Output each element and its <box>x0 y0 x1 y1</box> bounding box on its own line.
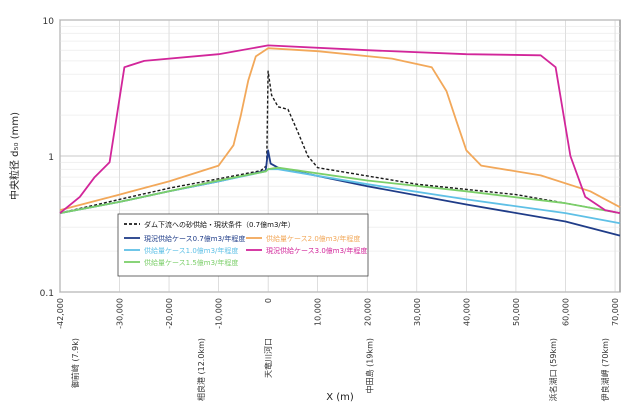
place-label: 伊良湖岬 (70km) <box>600 338 610 401</box>
x-axis-label: X (m) <box>326 392 354 403</box>
legend-label: 現況供給ケース3.0億m3/年程度 <box>266 246 367 255</box>
x-tick-label: 40,000 <box>462 298 471 326</box>
place-label: 浜名湖口 (59km) <box>548 338 558 401</box>
x-tick-label: 10,000 <box>314 298 323 326</box>
axis-layer: -42,000 -30,000 -20,000 -10,000 0 10,000 20,00… <box>40 17 620 401</box>
x-tick-label: 60,000 <box>561 298 570 326</box>
place-label: 御前崎 (7.9k) <box>70 338 80 388</box>
x-tick-label: -30,000 <box>115 298 124 329</box>
x-tick-label: -42,000 <box>56 298 65 329</box>
x-tick-label: 70,000 <box>611 298 620 326</box>
y-axis-label: 中央粒径 d₅₀ (mm) <box>8 112 21 200</box>
legend-label: 供給量ケース1.0億m3/年程度 <box>144 246 238 255</box>
legend: ダム下流への砂供給・現状条件（0.7億m3/年） 現況供給ケース0.7億m3/年程… <box>117 213 369 277</box>
series-line-4 <box>59 166 621 214</box>
series-line-5 <box>59 47 621 211</box>
y-tick-label: 1 <box>48 153 54 163</box>
series-line-6 <box>59 44 621 214</box>
place-label: 中田島 (19km) <box>365 338 375 393</box>
x-tick-label: 30,000 <box>413 298 422 326</box>
legend-label: 現況供給ケース0.7億m3/年程度 <box>144 234 245 243</box>
x-tick-label: 50,000 <box>512 298 521 326</box>
x-tick-label: 0 <box>264 298 273 303</box>
legend-label: 供給量ケース2.0億m3/年程度 <box>266 234 360 243</box>
legend-label: 供給量ケース1.5億m3/年程度 <box>144 258 238 267</box>
x-tick-label: -10,000 <box>215 298 224 329</box>
x-tick-label: 20,000 <box>363 298 372 326</box>
y-tick-label: 0.1 <box>40 289 54 299</box>
y-tick-label: 10 <box>43 17 55 27</box>
series-line-1 <box>59 70 621 214</box>
place-label: 天竜川河口 <box>263 338 273 378</box>
series-layer <box>59 44 621 237</box>
legend-label: ダム下流への砂供給・現状条件（0.7億m3/年） <box>144 220 295 229</box>
legend-box <box>117 213 369 277</box>
x-tick-label: -20,000 <box>165 298 174 329</box>
place-label: 相良港 (12.0km) <box>196 338 206 401</box>
